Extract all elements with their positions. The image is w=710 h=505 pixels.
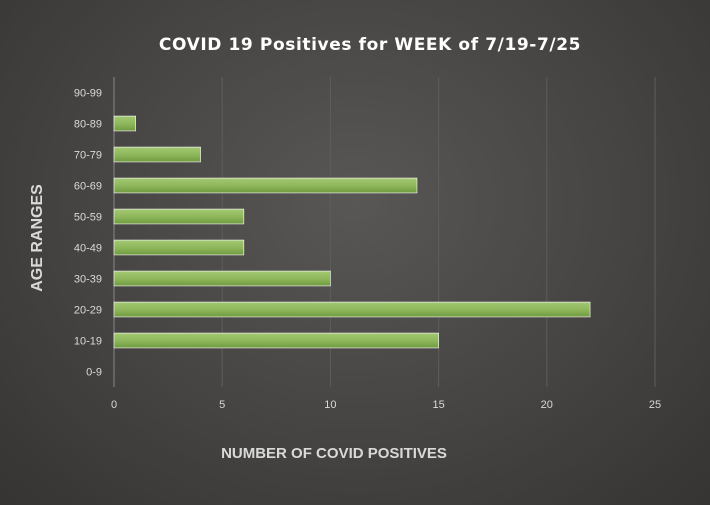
y-tick-label-80-89: 80-89 xyxy=(74,119,102,131)
chart-title: COVID 19 Positives for WEEK of 7/19-7/25 xyxy=(159,35,581,55)
y-tick-label-0-9: 0-9 xyxy=(86,367,102,379)
bar-10-19 xyxy=(113,332,439,349)
bar-40-49 xyxy=(113,239,245,256)
y-tick-label-30-39: 30-39 xyxy=(74,274,102,286)
bar-20-29 xyxy=(113,301,591,318)
bar-70-79 xyxy=(113,146,201,163)
bar-80-89 xyxy=(113,115,136,132)
x-tick-label: 0 xyxy=(111,399,117,411)
y-axis-title: AGE RANGES xyxy=(29,184,46,292)
y-tick-label-70-79: 70-79 xyxy=(74,150,102,162)
x-tick-label: 25 xyxy=(649,399,661,411)
x-axis-title: NUMBER OF COVID POSITIVES xyxy=(221,445,447,462)
x-tick-label: 5 xyxy=(219,399,225,411)
x-tick-label: 10 xyxy=(324,399,336,411)
y-tick-label-20-29: 20-29 xyxy=(74,305,102,317)
x-axis-tick-labels: 0 5 10 15 20 25 xyxy=(111,399,661,411)
x-tick-label: 20 xyxy=(541,399,553,411)
y-tick-label-60-69: 60-69 xyxy=(74,181,102,193)
bars xyxy=(113,115,591,349)
y-tick-label-90-99: 90-99 xyxy=(74,88,102,100)
x-tick-label: 15 xyxy=(432,399,444,411)
bar-30-39 xyxy=(113,270,331,287)
bar-60-69 xyxy=(113,177,418,194)
y-tick-label-40-49: 40-49 xyxy=(74,243,102,255)
y-tick-label-50-59: 50-59 xyxy=(74,212,102,224)
y-tick-label-10-19: 10-19 xyxy=(74,336,102,348)
bar-50-59 xyxy=(113,208,245,225)
y-axis-tick-labels: 0-9 10-19 20-29 30-39 40-49 50-59 60-69 70-79 80… xyxy=(74,88,102,379)
